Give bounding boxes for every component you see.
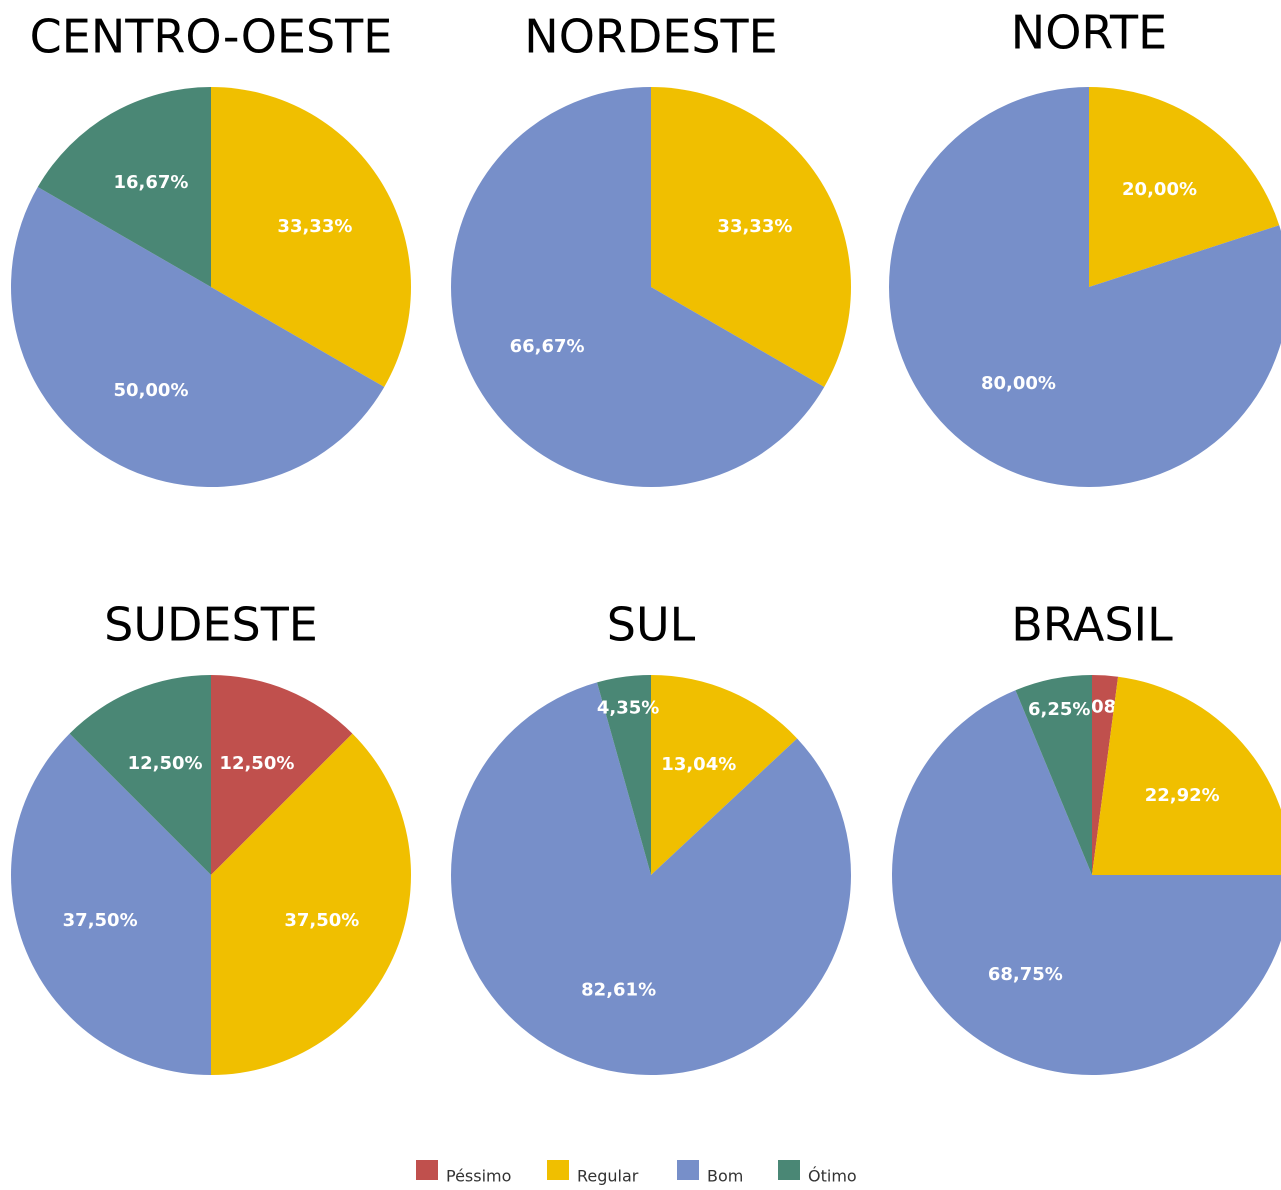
pie-slice	[211, 733, 412, 1075]
pie-slice	[892, 690, 1281, 1075]
legend-label: Bom	[707, 1167, 743, 1186]
pie-slice	[69, 675, 211, 875]
value-label: 12,50%	[219, 753, 294, 774]
pie-slice	[211, 675, 353, 875]
pie-slice	[10, 733, 212, 1075]
pie-slice	[450, 87, 825, 487]
legend-swatch	[677, 1160, 699, 1180]
pie-slice	[651, 87, 851, 387]
value-label: 33,33%	[717, 216, 792, 237]
value-label: 82,61%	[581, 980, 656, 1001]
value-label: 13,04%	[661, 754, 736, 775]
legend-swatch	[416, 1160, 438, 1180]
value-label: 37,50%	[63, 910, 138, 931]
value-label: 68,75%	[988, 964, 1063, 985]
legend-swatch	[778, 1160, 800, 1180]
pie-slice	[1089, 87, 1280, 287]
legend-label: Péssimo	[446, 1167, 511, 1186]
value-label: 37,50%	[284, 910, 359, 931]
chart-title: CENTRO-OESTE	[30, 10, 393, 64]
value-label: 66,67%	[510, 336, 585, 357]
value-label: 33,33%	[277, 216, 352, 237]
pie-slice	[889, 87, 1281, 487]
legend-swatch	[547, 1160, 569, 1180]
chart-title: SUL	[607, 598, 696, 652]
value-label: 4,35%	[597, 698, 659, 719]
value-label: 80,00%	[981, 373, 1056, 394]
value-label: 16,67%	[113, 172, 188, 193]
value-label: 6,25%	[1028, 699, 1090, 720]
pie-slice	[651, 675, 798, 875]
value-label: 50,00%	[114, 380, 189, 401]
chart-title: SUDESTE	[104, 598, 318, 652]
pie-slice	[37, 87, 211, 287]
value-label: 12,50%	[128, 753, 203, 774]
legend-label: Ótimo	[808, 1167, 857, 1186]
pie-slice	[11, 187, 385, 487]
pie-slice	[1015, 675, 1092, 875]
pie-slice	[211, 87, 411, 387]
chart-title: NORTE	[1011, 6, 1167, 60]
pie-slice	[1092, 676, 1281, 875]
pie-slice	[597, 675, 651, 875]
pie-slice	[1092, 675, 1119, 875]
legend-label: Regular	[577, 1167, 639, 1186]
value-label: 20,00%	[1122, 179, 1197, 200]
chart-title: BRASIL	[1011, 598, 1173, 652]
chart-title: NORDESTE	[524, 10, 777, 64]
pie-slice	[450, 682, 851, 1075]
value-label: 22,92%	[1145, 785, 1220, 806]
